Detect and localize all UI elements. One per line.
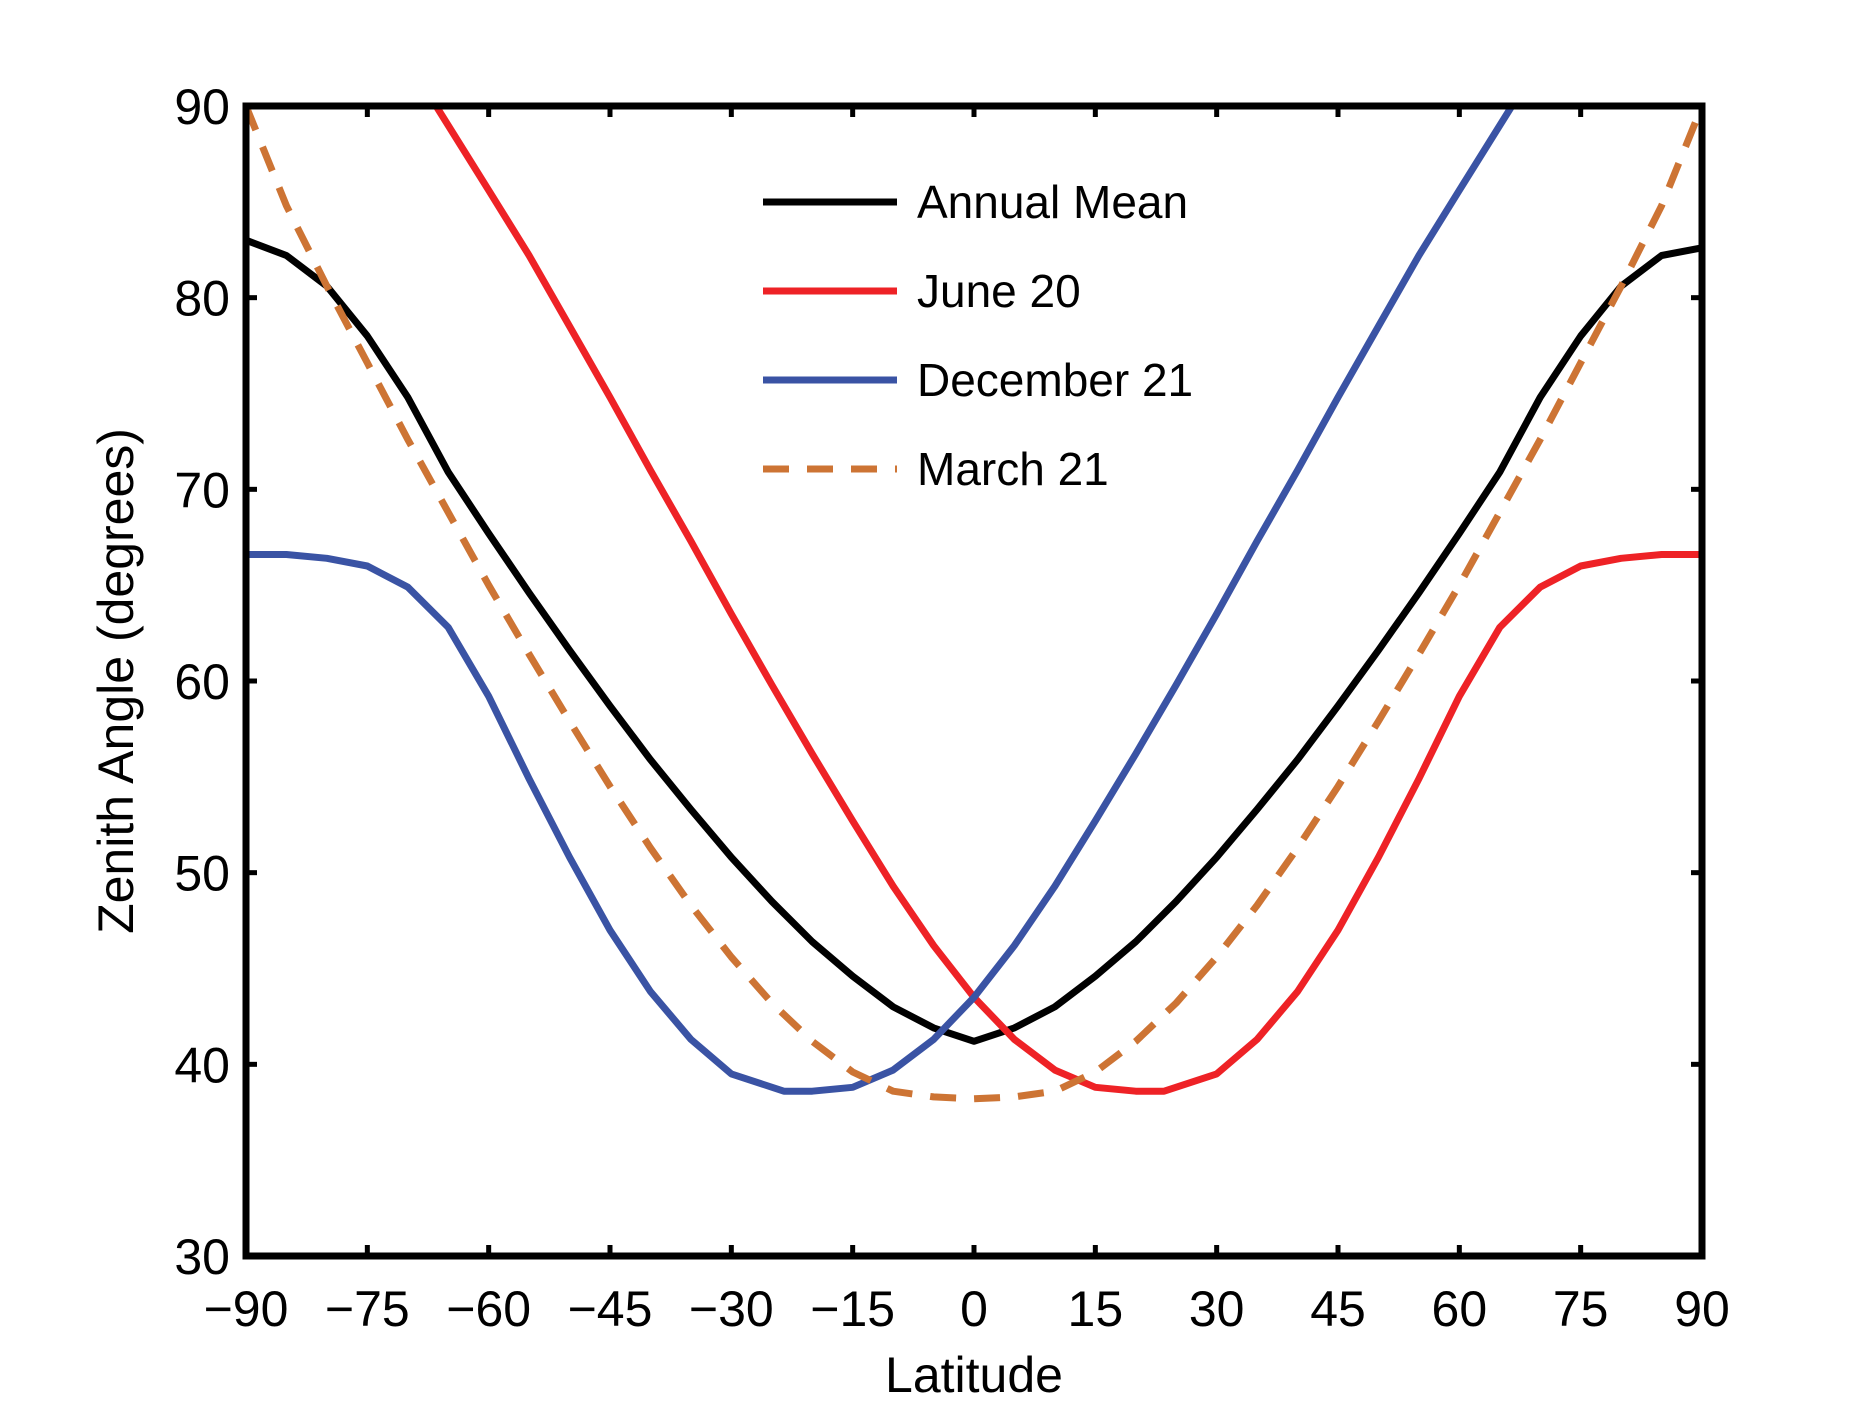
y-tick-label: 80 (174, 271, 230, 327)
x-tick-label: −60 (446, 1281, 531, 1337)
y-tick-label: 90 (174, 79, 230, 135)
x-axis-title: Latitude (885, 1347, 1063, 1402)
x-tick-label: 90 (1674, 1281, 1730, 1337)
legend-label: June 20 (917, 265, 1081, 317)
x-tick-label: −30 (689, 1281, 774, 1337)
y-tick-label: 40 (174, 1037, 230, 1093)
legend-label: December 21 (917, 354, 1193, 406)
series-line-june-20 (432, 106, 1702, 1095)
y-tick-label: 70 (174, 462, 230, 518)
y-tick-label: 30 (174, 1229, 230, 1285)
y-tick-label: 60 (174, 654, 230, 710)
x-tick-label: 15 (1068, 1281, 1124, 1337)
series-line-march-21 (246, 106, 1702, 1103)
y-tick-label: 50 (174, 846, 230, 902)
legend-label: March 21 (917, 443, 1109, 495)
y-axis-title: Zenith Angle (degrees) (88, 428, 144, 934)
x-tick-label: −15 (810, 1281, 895, 1337)
tick-labels-layer: −90 −75 −60 −45 −30 −15 0 15 30 45 60 75 90 30 40 50 60 7… (174, 79, 1729, 1337)
x-tick-label: −45 (568, 1281, 653, 1337)
ticks-layer (243, 103, 1705, 1259)
x-tick-label: 45 (1310, 1281, 1366, 1337)
x-tick-label: −75 (325, 1281, 410, 1337)
x-tick-label: 60 (1432, 1281, 1488, 1337)
x-tick-label: 75 (1553, 1281, 1609, 1337)
x-tick-label: −90 (204, 1281, 289, 1337)
x-tick-label: 30 (1189, 1281, 1245, 1337)
legend: Annual Mean June 20 December 21 March 21 (763, 176, 1193, 495)
series-line-annual-mean (246, 236, 1702, 1045)
legend-label: Annual Mean (917, 176, 1188, 228)
x-tick-label: 0 (960, 1281, 988, 1337)
series-layer (246, 106, 1702, 1103)
series-line-december-21 (246, 106, 1516, 1095)
